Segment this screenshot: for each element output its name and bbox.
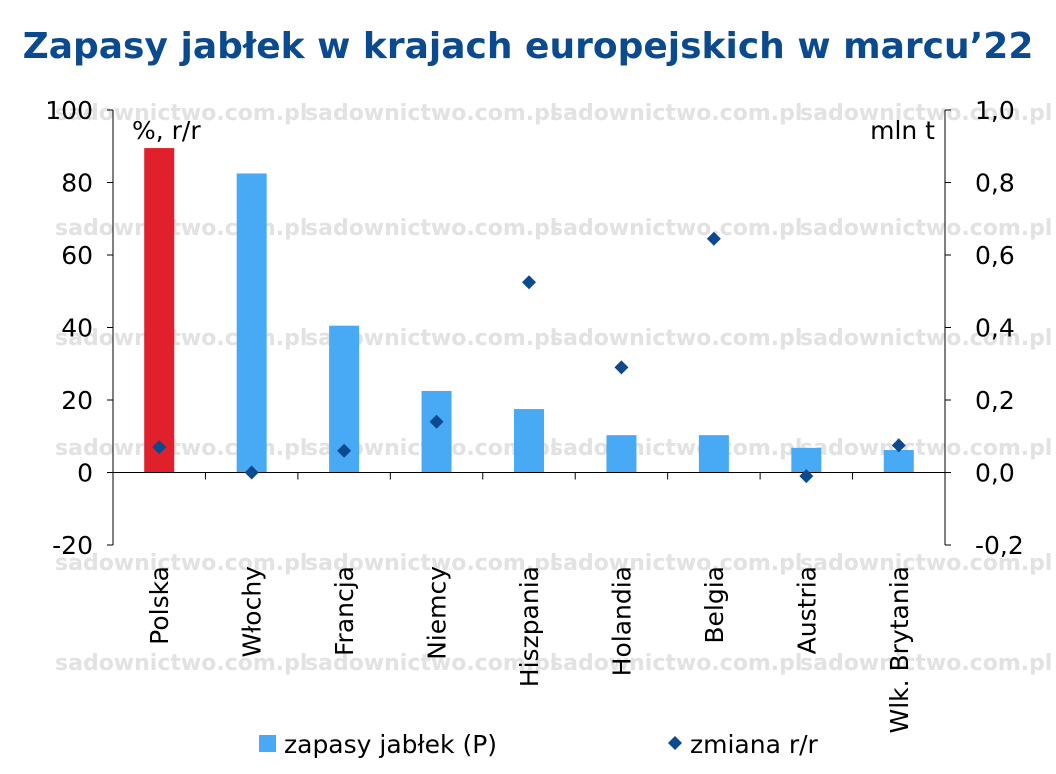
- left-tick-label: 20: [61, 386, 93, 415]
- right-tick-label: 0,0: [975, 459, 1015, 488]
- watermark-text: sadownictwo.com.pl: [800, 436, 1052, 461]
- category-label: Hiszpania: [515, 566, 544, 687]
- bars-group: [144, 148, 914, 473]
- legend-diamond-swatch: [668, 736, 682, 750]
- watermark-layer: sadownictwo.com.plsadownictwo.com.plsado…: [55, 101, 1052, 676]
- category-label: Niemcy: [423, 566, 452, 660]
- left-tick-label: 60: [61, 241, 93, 270]
- left-tick-label: 40: [61, 314, 93, 343]
- left-tick-label: 80: [61, 169, 93, 198]
- watermark-text: sadownictwo.com.pl: [550, 436, 802, 461]
- watermark-text: sadownictwo.com.pl: [550, 101, 802, 126]
- watermark-text: sadownictwo.com.pl: [55, 651, 307, 676]
- right-tick-label: 0,8: [975, 169, 1015, 198]
- right-tick-label: 0,6: [975, 241, 1015, 270]
- bar: [514, 409, 544, 473]
- data-point: [522, 275, 536, 290]
- data-point: [244, 465, 259, 480]
- left-axis-label: %, r/r: [132, 116, 201, 145]
- data-point: [152, 440, 167, 455]
- data-point: [614, 360, 629, 375]
- watermark-text: sadownictwo.com.pl: [55, 101, 307, 126]
- right-tick-label: 0,4: [975, 314, 1015, 343]
- points-group: [152, 231, 906, 484]
- data-point: [891, 438, 906, 453]
- watermark-text: sadownictwo.com.pl: [55, 436, 307, 461]
- category-label: Polska: [145, 566, 174, 645]
- watermark-text: sadownictwo.com.pl: [800, 216, 1052, 241]
- watermark-text: sadownictwo.com.pl: [800, 551, 1052, 576]
- left-tick-label: -20: [52, 531, 93, 560]
- watermark-text: sadownictwo.com.pl: [305, 651, 557, 676]
- watermark-text: sadownictwo.com.pl: [550, 216, 802, 241]
- bar: [606, 435, 637, 473]
- bar: [698, 435, 729, 473]
- category-label: Belgia: [700, 566, 729, 644]
- legend: zapasy jabłek (P) zmiana r/r: [259, 730, 819, 759]
- data-point: [337, 443, 352, 458]
- legend-bar-swatch: [259, 735, 276, 752]
- category-label: Holandia: [607, 566, 636, 676]
- data-point: [706, 231, 721, 246]
- watermark-text: sadownictwo.com.pl: [800, 326, 1052, 351]
- bar: [144, 148, 175, 473]
- axes-group: -20 0 20 40 60 80 100 -0,2 0,0 0,2 0,4 0,6 0,8 1,0 %, …: [45, 96, 1024, 734]
- legend-diamond-label: zmiana r/r: [690, 730, 819, 759]
- data-point: [799, 469, 814, 484]
- bar: [791, 447, 822, 473]
- right-tick-label: 1,0: [975, 96, 1015, 125]
- watermark-text: sadownictwo.com.pl: [550, 326, 802, 351]
- category-label: Włochy: [238, 566, 267, 658]
- legend-bar-label: zapasy jabłek (P): [284, 730, 497, 759]
- right-tick-label: 0,2: [975, 386, 1015, 415]
- right-tick-label: -0,2: [975, 531, 1024, 560]
- data-point: [429, 414, 444, 429]
- right-axis-label: mln t: [870, 116, 935, 145]
- watermark-text: sadownictwo.com.pl: [305, 551, 557, 576]
- chart-title: Zapasy jabłek w krajach europejskich w m…: [22, 26, 1034, 67]
- category-label: Francja: [330, 566, 359, 656]
- category-label: Wlk. Brytania: [885, 566, 914, 734]
- left-tick-label: 0: [77, 459, 93, 488]
- watermark-text: sadownictwo.com.pl: [550, 551, 802, 576]
- bar: [883, 450, 914, 473]
- watermark-text: sadownictwo.com.pl: [55, 216, 307, 241]
- left-tick-label: 100: [45, 96, 93, 125]
- watermark-text: sadownictwo.com.pl: [550, 651, 802, 676]
- bar: [236, 173, 267, 473]
- watermark-text: sadownictwo.com.pl: [800, 101, 1052, 126]
- bar: [421, 390, 452, 473]
- watermark-text: sadownictwo.com.pl: [55, 551, 307, 576]
- watermark-text: sadownictwo.com.pl: [800, 651, 1052, 676]
- watermark-text: sadownictwo.com.pl: [305, 101, 557, 126]
- watermark-text: sadownictwo.com.pl: [305, 216, 557, 241]
- category-label: Austria: [792, 566, 821, 654]
